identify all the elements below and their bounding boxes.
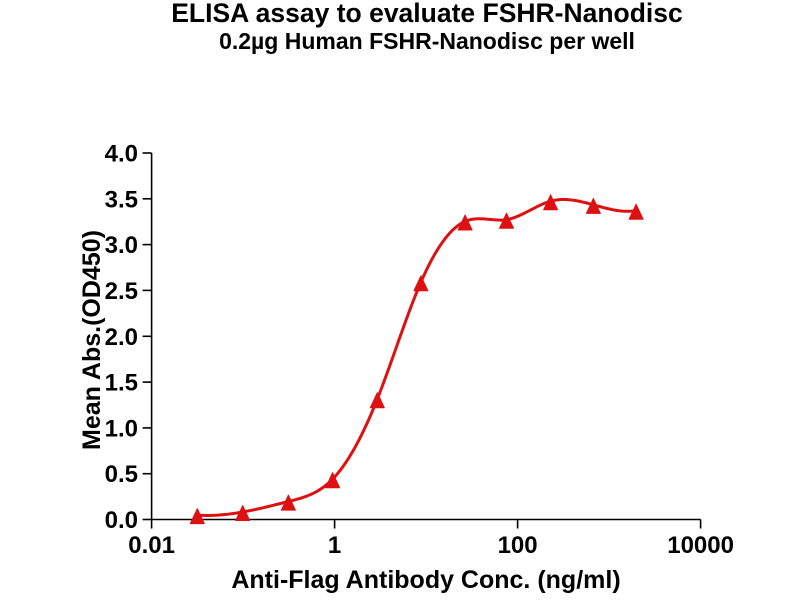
svg-text:Anti-Flag Antibody Conc. (ng/m: Anti-Flag Antibody Conc. (ng/ml) <box>231 566 620 594</box>
svg-text:1.5: 1.5 <box>105 370 138 397</box>
svg-text:2.5: 2.5 <box>105 278 138 305</box>
svg-text:4.0: 4.0 <box>105 141 138 168</box>
svg-text:3.5: 3.5 <box>105 186 138 213</box>
svg-text:100: 100 <box>498 532 538 559</box>
svg-text:10000: 10000 <box>667 532 734 559</box>
svg-text:2.0: 2.0 <box>105 324 138 351</box>
svg-text:0.01: 0.01 <box>128 532 175 559</box>
svg-text:Mean Abs.(OD450): Mean Abs.(OD450) <box>78 230 106 450</box>
svg-text:1.0: 1.0 <box>105 415 138 442</box>
svg-text:3.0: 3.0 <box>105 232 138 259</box>
svg-text:0.0: 0.0 <box>105 507 138 534</box>
svg-text:1: 1 <box>328 532 341 559</box>
svg-text:0.5: 0.5 <box>105 461 138 488</box>
